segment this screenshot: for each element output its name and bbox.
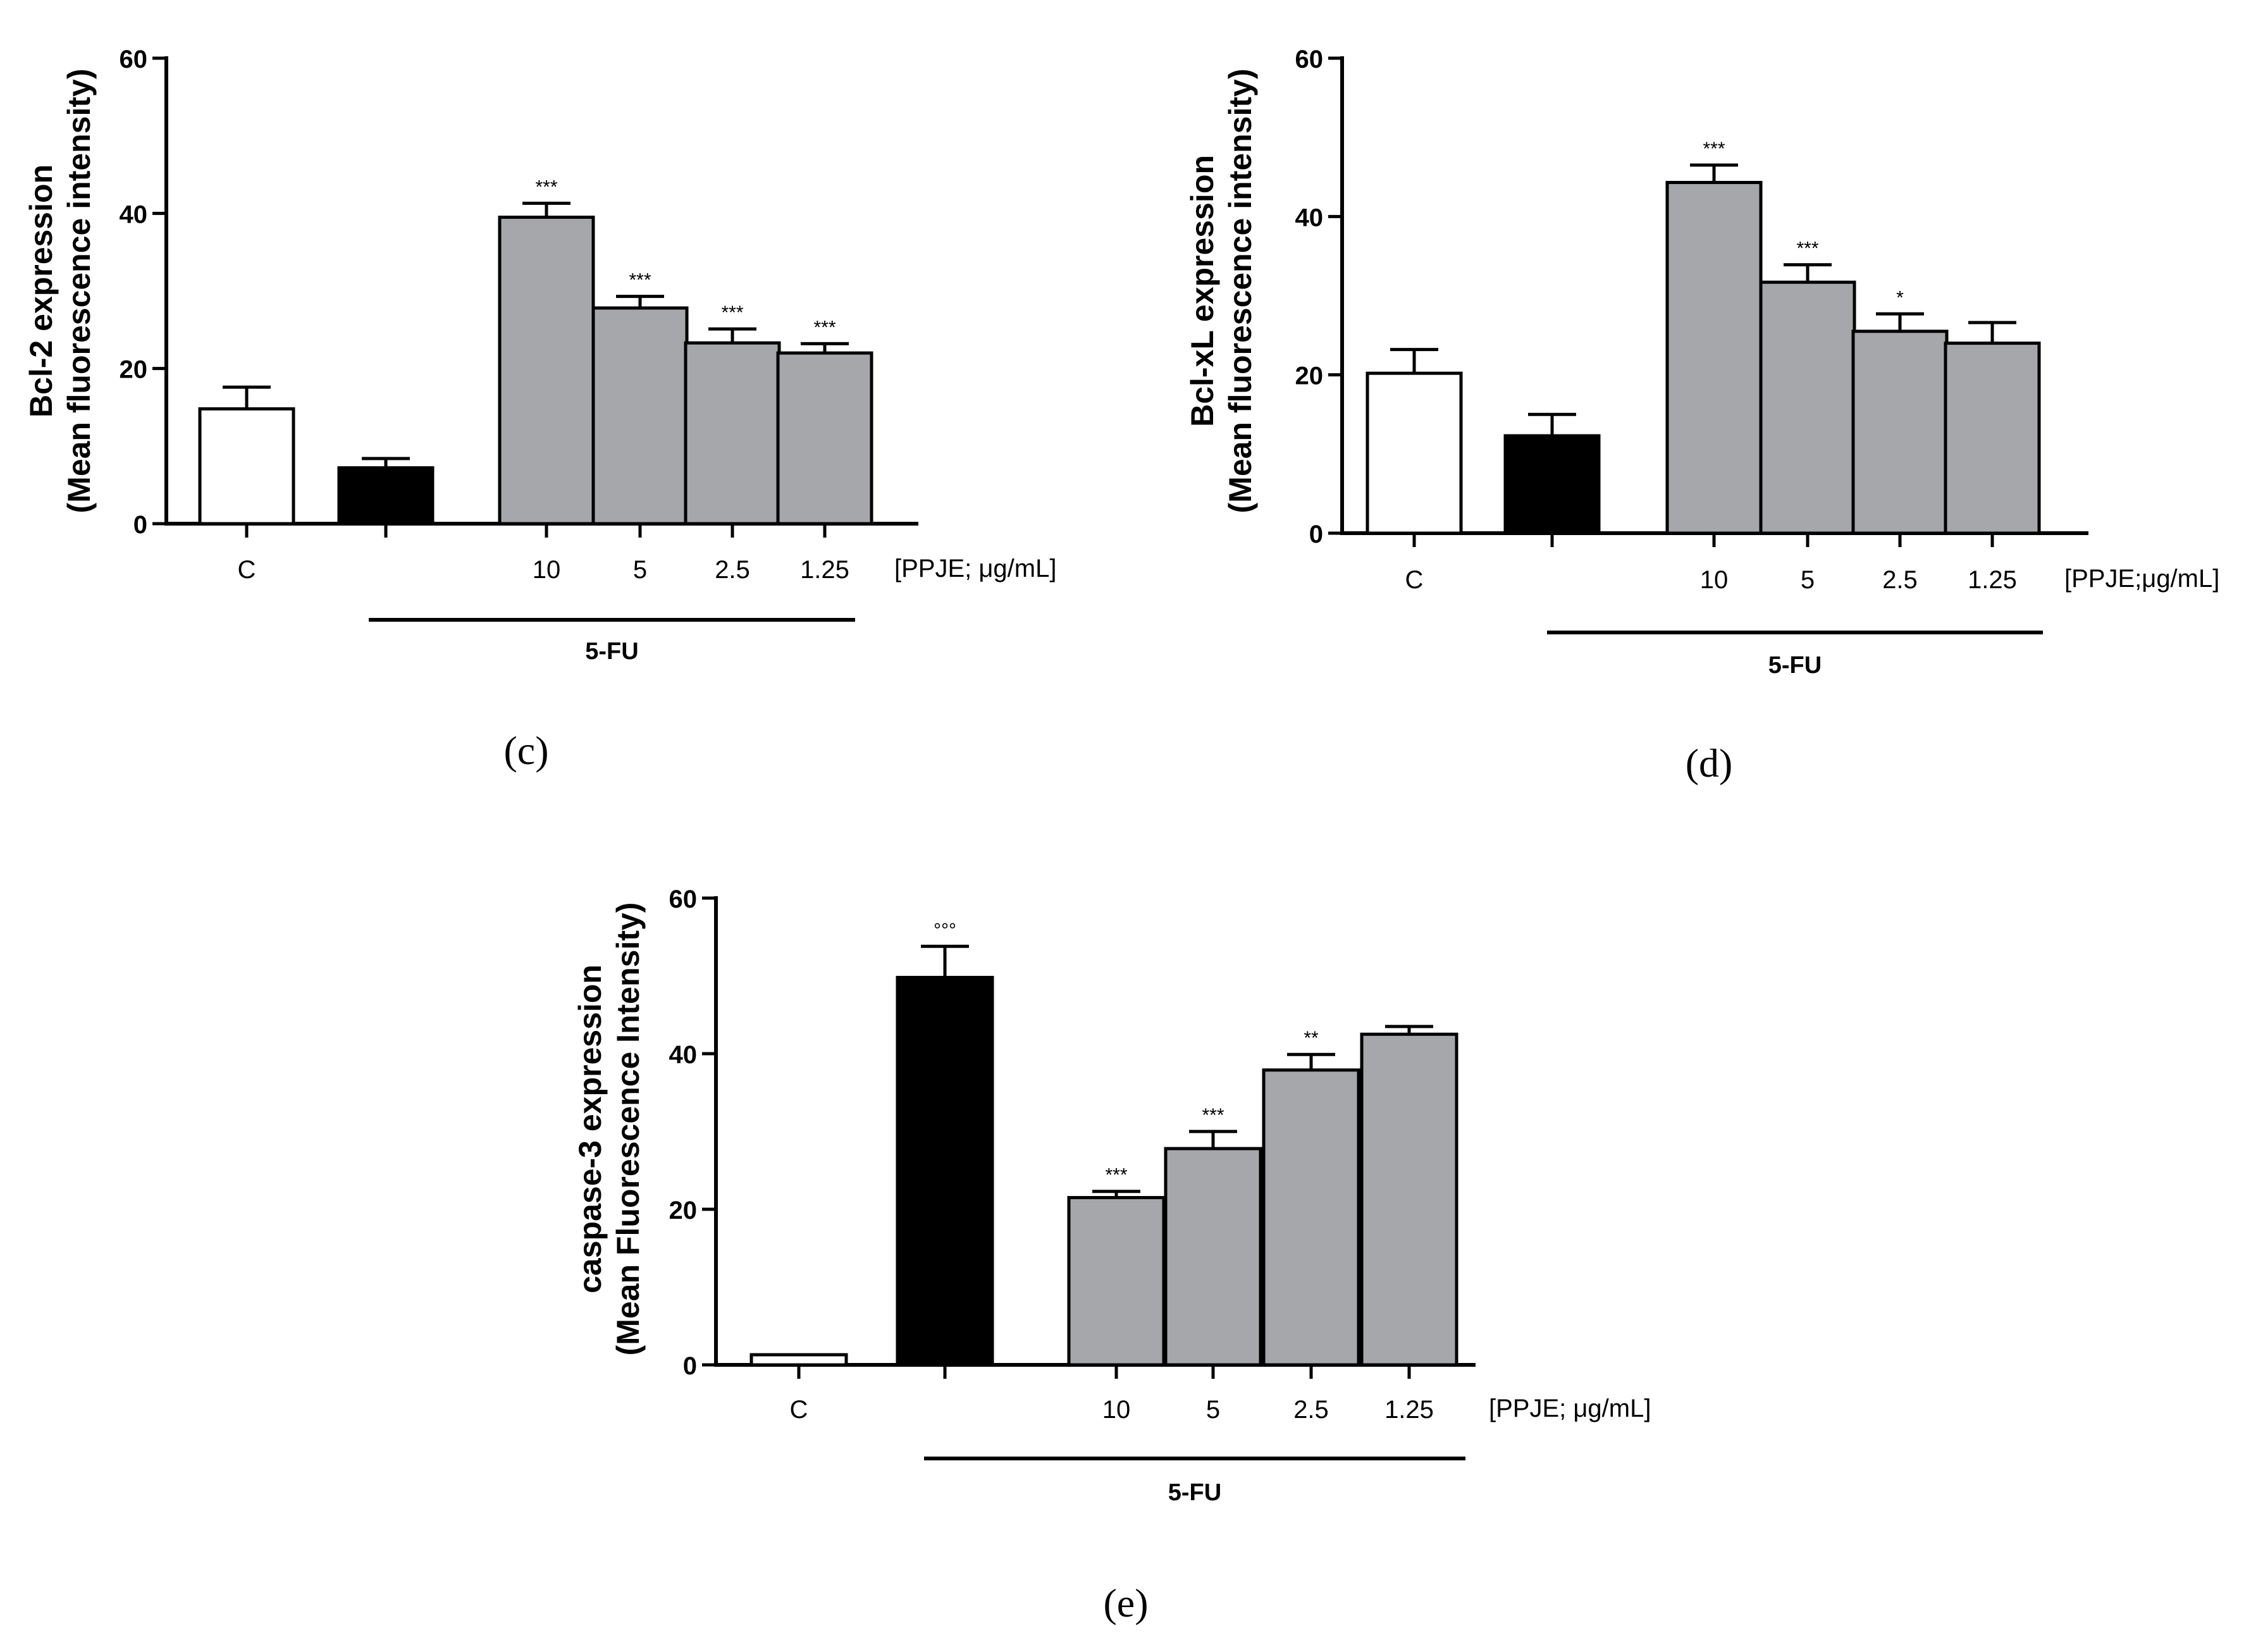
y-tick-label: 60 [120,46,148,73]
significance-marker: *** [535,176,557,197]
bar-6 [1360,1032,1458,1367]
chart-panel-3: 0 20 40 60 caspase-3 expression(Mean Fluores… [572,885,1651,1625]
significance-marker: *** [629,270,651,291]
bar-3 [1067,1196,1166,1367]
x-tick-label: 1.25 [1384,1396,1434,1424]
significance-marker: *** [1105,1165,1127,1186]
panel-label: (c) [503,728,548,773]
bar-3 [498,215,595,526]
y-axis-label: Bcl-xL expression(Mean fluorescence inte… [1185,69,1258,514]
y-axis-label-line1: Bcl-xL expression [1185,155,1220,427]
significance-marker: *** [1703,139,1725,159]
bar-2 [1503,434,1601,535]
chart-panel-1: 0 20 40 60 Bcl-2 expression(Mean fluorescenc… [23,46,1056,773]
y-tick-label: 60 [669,885,698,913]
y-tick-label: 20 [1295,362,1324,390]
bar-2 [896,975,994,1367]
y-tick-label: 40 [669,1041,698,1069]
x-tick-label: C [238,556,256,584]
y-axis-label: caspase-3 expression(Mean Fluorescence I… [572,903,646,1356]
x-tick-label: 10 [533,556,561,584]
bar-2 [337,466,435,526]
x-tick-label: 5 [1206,1396,1220,1424]
concentration-unit-label: [PPJE; μg/mL] [894,555,1056,583]
significance-marker: *** [721,302,743,323]
y-axis-label-line2: (Mean fluorescence intensity) [61,69,97,514]
bar-5 [1262,1068,1360,1367]
y-axis-label-line1: caspase-3 expression [572,965,608,1293]
treatment-group-label: 5-FU [585,638,638,665]
treatment-group-label: 5-FU [1768,652,1822,679]
bar-1 [749,1353,848,1367]
treatment-group-label: 5-FU [1168,1479,1221,1506]
x-tick-label: C [790,1396,808,1424]
chart-panel-2: 0 20 40 60 Bcl-xL expression(Mean fluorescen… [1185,46,2219,786]
panel-label: (d) [1686,741,1733,786]
significance-marker: *** [1202,1105,1224,1126]
bar-1 [198,407,295,526]
x-tick-label: C [1405,566,1424,594]
significance-marker: *** [1796,238,1818,259]
y-axis-label-line2: (Mean Fluorescence Intensity) [610,903,646,1356]
bar-5 [1851,330,1949,535]
y-tick-label: 0 [1309,521,1323,548]
y-axis-label-line2: (Mean fluorescence intensity) [1223,69,1258,514]
x-tick-label: 1.25 [1968,566,2017,594]
bar-4 [1759,280,1856,535]
bar-5 [684,341,781,526]
y-tick-label: 40 [1295,204,1324,231]
y-tick-label: 0 [683,1352,697,1380]
significance-marker: * [1896,287,1904,308]
x-tick-label: 2.5 [715,556,750,584]
x-tick-label: 5 [633,556,647,584]
significance-marker: °°° [934,920,956,940]
y-tick-label: 20 [669,1197,698,1224]
x-tick-label: 1.25 [800,556,849,584]
bar-4 [1164,1147,1262,1367]
y-tick-label: 0 [133,511,147,539]
x-tick-label: 10 [1700,566,1729,594]
bar-6 [1944,342,2041,535]
significance-marker: ** [1304,1028,1319,1049]
bar-1 [1366,371,1463,535]
y-tick-label: 20 [120,356,148,384]
significance-marker: *** [813,317,836,338]
concentration-unit-label: [PPJE;μg/mL] [2064,565,2219,593]
x-tick-label: 10 [1102,1396,1131,1424]
y-axis-label-line1: Bcl-2 expression [23,164,59,417]
y-tick-label: 40 [120,200,148,228]
panel-label: (e) [1103,1581,1148,1625]
bar-3 [1665,181,1763,535]
y-axis-label: Bcl-2 expression(Mean fluorescence inten… [23,69,97,514]
bar-4 [591,306,689,526]
bar-6 [776,351,873,526]
x-tick-label: 2.5 [1882,566,1918,594]
concentration-unit-label: [PPJE; μg/mL] [1489,1395,1651,1422]
x-tick-label: 2.5 [1293,1396,1329,1424]
x-tick-label: 5 [1801,566,1815,594]
y-tick-label: 60 [1295,46,1324,73]
